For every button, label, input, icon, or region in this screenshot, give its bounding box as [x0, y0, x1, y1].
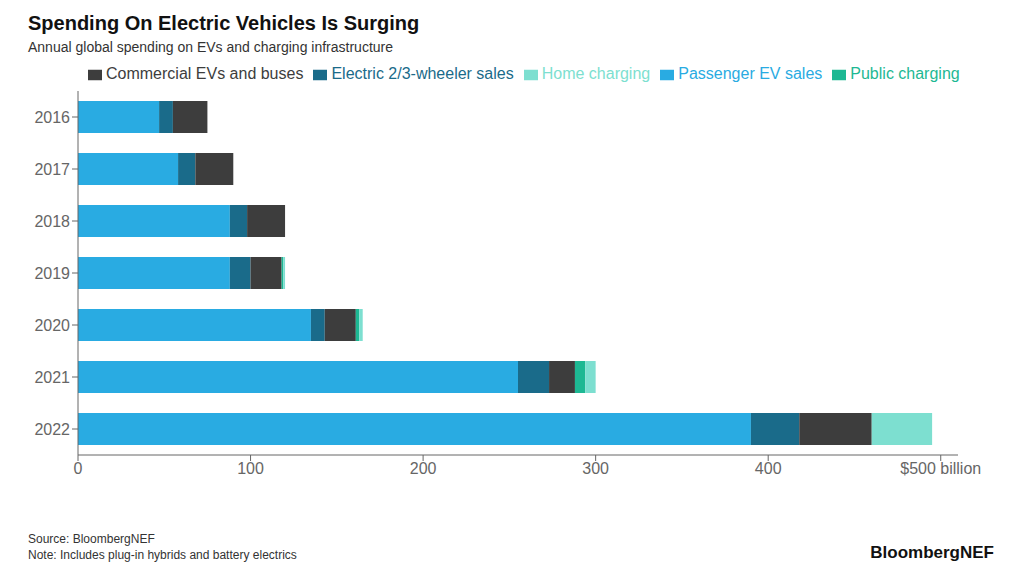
- html-text:Public charging: Public charging: [850, 65, 960, 82]
- svg-text:2017: 2017: [34, 161, 70, 178]
- svg-text:2019: 2019: [34, 265, 70, 282]
- svg-text:2022: 2022: [34, 421, 70, 438]
- html-text:Electric 2/3-wheeler sales: Electric 2/3-wheeler sales: [331, 65, 514, 82]
- svg-text:2018: 2018: [34, 213, 70, 230]
- svg-text:300: 300: [582, 460, 609, 477]
- svg-text:200: 200: [410, 460, 437, 477]
- svg-text:100: 100: [237, 460, 264, 477]
- svg-text:$500 billion: $500 billion: [900, 460, 981, 477]
- html-text:BloombergNEF: BloombergNEF: [870, 543, 994, 562]
- svg-text:2020: 2020: [34, 317, 70, 334]
- html-text:Spending On Electric Vehicles: Spending On Electric Vehicles Is Surging: [28, 12, 420, 34]
- html-text:Home charging: Home charging: [541, 65, 651, 82]
- html-text:Annual global spending on EVs: Annual global spending on EVs and chargi…: [28, 39, 393, 55]
- html-text:Note: Includes plug-in hybrids: Note: Includes plug-in hybrids and batte…: [28, 548, 297, 562]
- html-text:Source: BloombergNEF: Source: BloombergNEF: [28, 532, 155, 546]
- svg-text:2016: 2016: [34, 109, 70, 126]
- svg-text:2021: 2021: [34, 369, 70, 386]
- svg-text:400: 400: [755, 460, 782, 477]
- html-text:Commercial EVs and buses: Commercial EVs and buses: [106, 65, 304, 82]
- svg-text:0: 0: [74, 460, 83, 477]
- html-text:Passenger EV sales: Passenger EV sales: [678, 65, 823, 82]
